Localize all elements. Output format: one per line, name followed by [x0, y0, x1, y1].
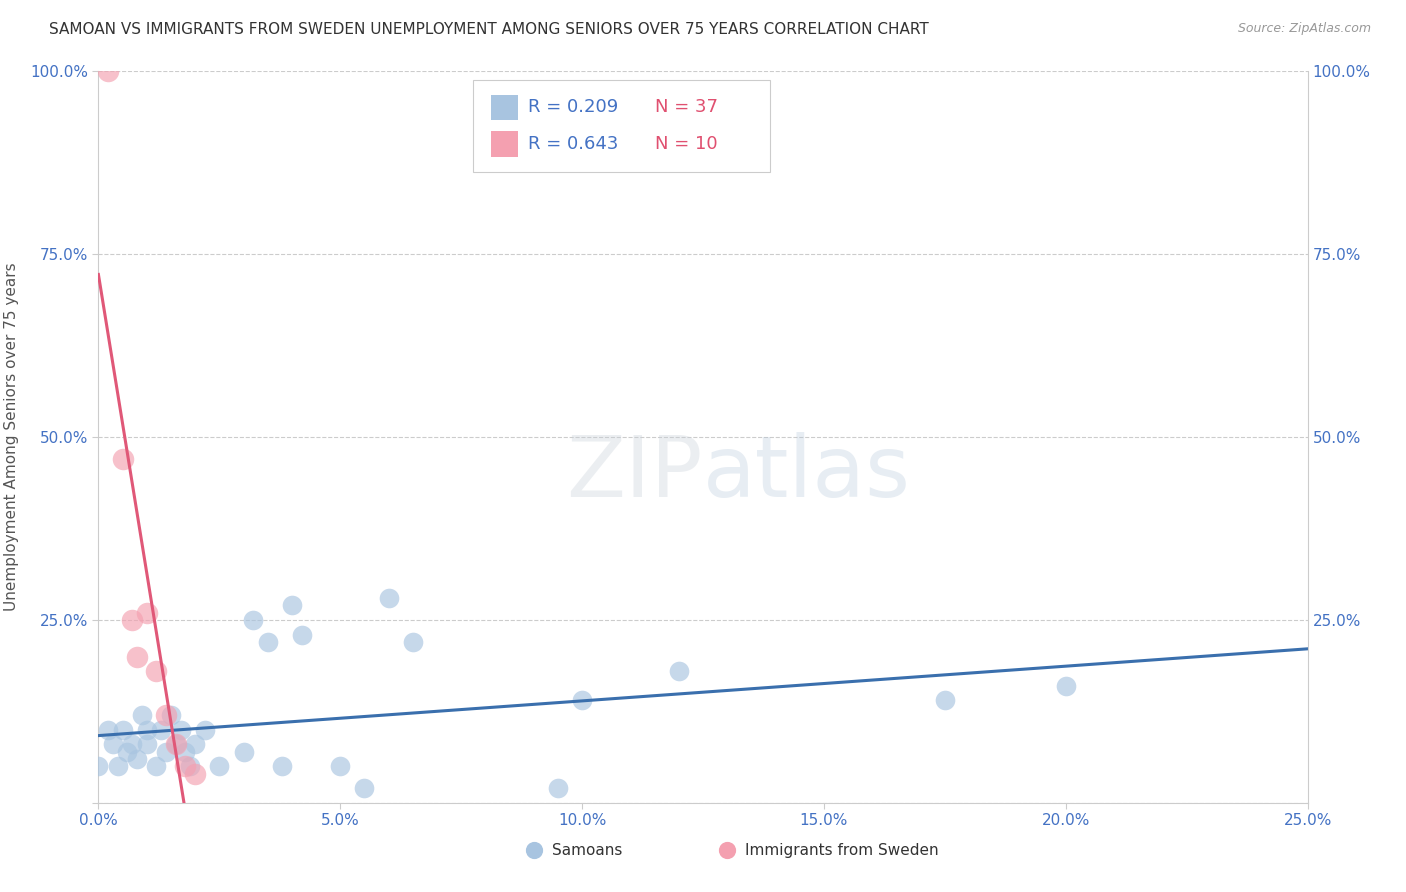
- Point: [97, 723, 120, 737]
- Point: [194, 723, 217, 737]
- Point: [329, 759, 352, 773]
- Text: N = 37: N = 37: [655, 98, 717, 116]
- Point: [184, 737, 207, 751]
- Text: atlas: atlas: [703, 432, 911, 516]
- Text: Immigrants from Sweden: Immigrants from Sweden: [745, 843, 939, 858]
- Point: [353, 781, 375, 796]
- Point: [145, 759, 167, 773]
- Point: [111, 723, 134, 737]
- Point: [547, 781, 569, 796]
- Point: [668, 664, 690, 678]
- Point: [169, 723, 191, 737]
- Point: [281, 599, 304, 613]
- Point: [135, 737, 157, 751]
- Point: [571, 693, 593, 707]
- Point: [131, 708, 153, 723]
- Point: [377, 591, 399, 605]
- Point: [174, 759, 197, 773]
- Point: [155, 708, 177, 723]
- Point: [101, 737, 124, 751]
- Point: [155, 745, 177, 759]
- Text: Source: ZipAtlas.com: Source: ZipAtlas.com: [1237, 22, 1371, 36]
- Point: [232, 745, 254, 759]
- Point: [121, 737, 143, 751]
- Text: SAMOAN VS IMMIGRANTS FROM SWEDEN UNEMPLOYMENT AMONG SENIORS OVER 75 YEARS CORREL: SAMOAN VS IMMIGRANTS FROM SWEDEN UNEMPLO…: [49, 22, 929, 37]
- Point: [127, 752, 149, 766]
- Point: [165, 737, 187, 751]
- Point: [242, 613, 264, 627]
- Point: [111, 452, 134, 467]
- Point: [145, 664, 167, 678]
- Point: [150, 723, 173, 737]
- Text: R = 0.643: R = 0.643: [527, 135, 619, 153]
- Point: [1054, 679, 1077, 693]
- Point: [256, 635, 278, 649]
- Point: [271, 759, 294, 773]
- Point: [208, 759, 231, 773]
- Point: [184, 766, 207, 780]
- FancyBboxPatch shape: [474, 80, 769, 171]
- Text: R = 0.209: R = 0.209: [527, 98, 617, 116]
- Point: [121, 613, 143, 627]
- Point: [117, 745, 139, 759]
- Y-axis label: Unemployment Among Seniors over 75 years: Unemployment Among Seniors over 75 years: [4, 263, 18, 611]
- Point: [160, 708, 183, 723]
- FancyBboxPatch shape: [492, 95, 517, 120]
- Point: [107, 759, 129, 773]
- Point: [934, 693, 956, 707]
- Text: Samoans: Samoans: [551, 843, 623, 858]
- Point: [127, 649, 149, 664]
- Point: [135, 723, 157, 737]
- Point: [174, 745, 197, 759]
- Text: N = 10: N = 10: [655, 135, 717, 153]
- Text: ZIP: ZIP: [567, 432, 703, 516]
- Point: [97, 64, 120, 78]
- Point: [402, 635, 425, 649]
- FancyBboxPatch shape: [492, 131, 517, 157]
- Point: [165, 737, 187, 751]
- Point: [87, 759, 110, 773]
- Point: [135, 606, 157, 620]
- Point: [179, 759, 201, 773]
- Point: [290, 627, 312, 641]
